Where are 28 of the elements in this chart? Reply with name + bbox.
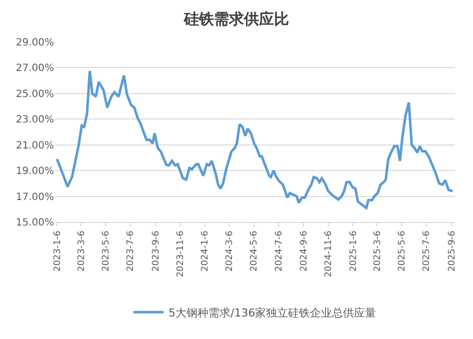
x-tick-label: 2023-5-6 — [102, 230, 112, 272]
x-tick-label: 2023-7-6 — [126, 230, 136, 272]
x-tick-label: 2025-1-6 — [348, 230, 359, 272]
line-series — [56, 70, 454, 210]
x-tick-label: 2023-3-6 — [76, 230, 87, 272]
x-tick-label: 2025-7-6 — [422, 230, 432, 272]
y-tick-label: 17.00% — [16, 192, 54, 203]
x-tick-label: 2023-11-6 — [176, 230, 186, 278]
y-tick-label: 29.00% — [16, 38, 54, 48]
y-tick-label: 15.00% — [16, 218, 54, 228]
y-tick-label: 19.00% — [16, 166, 54, 178]
legend-label: 5大钢种需求/136家独立硅铁企业总供应量 — [168, 306, 376, 320]
x-tick-label: 2024-7-6 — [274, 230, 284, 272]
x-tick-label: 2024-1-6 — [200, 230, 211, 272]
x-tick-label: 2024-5-6 — [250, 230, 260, 272]
x-tick-label: 2025-9-6 — [447, 230, 458, 272]
x-tick-label: 2023-9-6 — [151, 230, 162, 272]
x-tick-label: 2024-3-6 — [225, 230, 236, 272]
x-tick-label: 2024-11-6 — [324, 230, 334, 278]
y-tick-label: 27.00% — [16, 63, 54, 74]
y-tick-label: 23.00% — [16, 114, 54, 126]
x-tick-label: 2024-9-6 — [300, 230, 310, 272]
chart-title: 硅铁需求供应比 — [183, 10, 289, 28]
x-tick-label: 2025-3-6 — [372, 230, 383, 272]
x-tick-label: 2025-5-6 — [397, 230, 408, 272]
y-tick-label: 21.00% — [16, 140, 54, 152]
x-tick-label: 2023-1-6 — [52, 230, 63, 272]
y-tick-label: 25.00% — [16, 88, 54, 100]
